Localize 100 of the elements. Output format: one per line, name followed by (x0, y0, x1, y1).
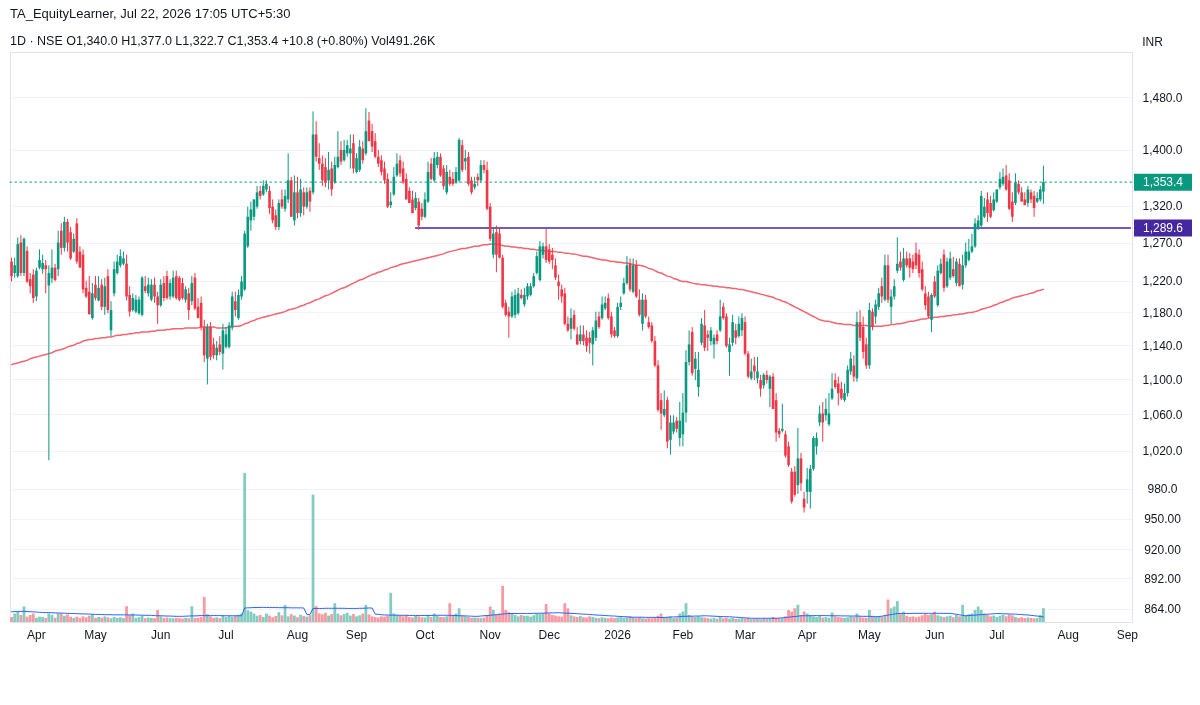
candlestick (836, 376, 840, 406)
bar (202, 596, 206, 622)
bar (439, 616, 442, 622)
bar (796, 604, 800, 622)
bar (700, 617, 703, 622)
x-tick-label: 2026 (604, 627, 632, 642)
bar (992, 615, 996, 622)
bar (115, 617, 119, 622)
bar (703, 617, 707, 622)
bar (867, 609, 871, 622)
y-tick-label: 1,060.0 (1142, 407, 1183, 422)
candlestick (150, 278, 153, 302)
bar (177, 618, 181, 622)
candlestick (575, 326, 579, 346)
y-tick-label: 1,480.0 (1142, 90, 1183, 105)
bar (274, 616, 278, 622)
candlestick (100, 278, 103, 311)
candlestick (523, 287, 526, 308)
candlestick (178, 275, 181, 302)
bar (380, 616, 383, 622)
candlestick (302, 186, 306, 216)
bar (320, 614, 324, 622)
y-tick-label: 864.00 (1144, 602, 1182, 617)
bar (19, 615, 23, 622)
x-tick-label: Oct (415, 627, 435, 642)
candlestick (703, 309, 706, 352)
x-tick-label: Sep (345, 627, 368, 642)
bar (417, 616, 421, 622)
x-tick-label: Dec (538, 627, 560, 642)
candlestick (330, 161, 333, 197)
x-tick-label: Apr (797, 627, 817, 642)
candlestick (445, 164, 448, 195)
candlestick (734, 323, 738, 345)
candlestick (181, 277, 184, 301)
candlestick (588, 331, 591, 355)
bar (125, 606, 128, 622)
bar (936, 615, 940, 622)
candlestick (159, 278, 163, 308)
candlestick (147, 277, 150, 297)
bar (442, 617, 445, 622)
bar (10, 616, 13, 622)
candlestick (579, 324, 582, 345)
bar (35, 617, 38, 622)
chart-subtitle: 1D · NSE O1,340.0 H1,377.0 L1,322.7 C1,353.4 +10.8 (+0.80%) Vol491.26K (10, 33, 436, 48)
bar (675, 617, 679, 622)
bar (933, 611, 937, 622)
bar (31, 613, 35, 622)
bar (376, 617, 380, 622)
y-tick-label: 1,140.0 (1142, 338, 1183, 353)
candlestick (44, 259, 48, 294)
bar (348, 615, 352, 622)
bar (187, 618, 191, 622)
candlestick (218, 335, 222, 356)
bar (122, 618, 125, 622)
y-tick-label: 950.00 (1144, 512, 1182, 527)
candlestick (669, 414, 672, 456)
bar (1010, 615, 1014, 622)
bar (271, 617, 275, 622)
bar (448, 603, 452, 622)
candlestick (10, 257, 13, 283)
y-tick-label: 1,220.0 (1142, 274, 1183, 289)
candlestick (756, 356, 759, 385)
x-tick-label: Sep (1116, 627, 1139, 642)
chart-title: TA_EquityLearner, Jul 22, 2026 17:05 UTC+5:30 (10, 5, 291, 21)
x-tick-label: Jul (218, 627, 234, 642)
candlestick (955, 257, 958, 287)
bar (986, 615, 989, 622)
candlestick (986, 191, 989, 223)
bar (386, 615, 390, 622)
candlestick (361, 140, 365, 165)
bar (364, 604, 368, 622)
candlestick (781, 403, 784, 433)
candlestick (358, 139, 361, 173)
bar (616, 617, 620, 622)
x-tick-label: Jun (151, 627, 171, 642)
candlestick (585, 329, 588, 353)
bar (889, 608, 893, 622)
bar (407, 616, 411, 622)
bar (212, 617, 215, 622)
y-tick-label: 1,020.0 (1142, 444, 1183, 459)
y-axis-title: INR (1142, 34, 1164, 49)
bar (989, 616, 992, 622)
candlestick (94, 275, 97, 301)
bar (846, 617, 850, 622)
candlestick (131, 292, 135, 313)
candlestick (958, 257, 961, 287)
candlestick (989, 195, 992, 219)
bar (979, 609, 983, 622)
y-tick-label: 1,400.0 (1142, 143, 1183, 158)
x-tick-label: Nov (479, 627, 501, 642)
bar (793, 608, 797, 622)
candlestick (871, 307, 874, 331)
candlestick (296, 176, 299, 219)
candlestick (896, 236, 899, 274)
candlestick (644, 294, 647, 319)
x-tick-label: Mar (734, 627, 756, 642)
y-tick-label: 920.00 (1144, 542, 1182, 557)
candlestick (759, 374, 762, 398)
bar (961, 604, 965, 622)
candlestick (902, 247, 905, 283)
